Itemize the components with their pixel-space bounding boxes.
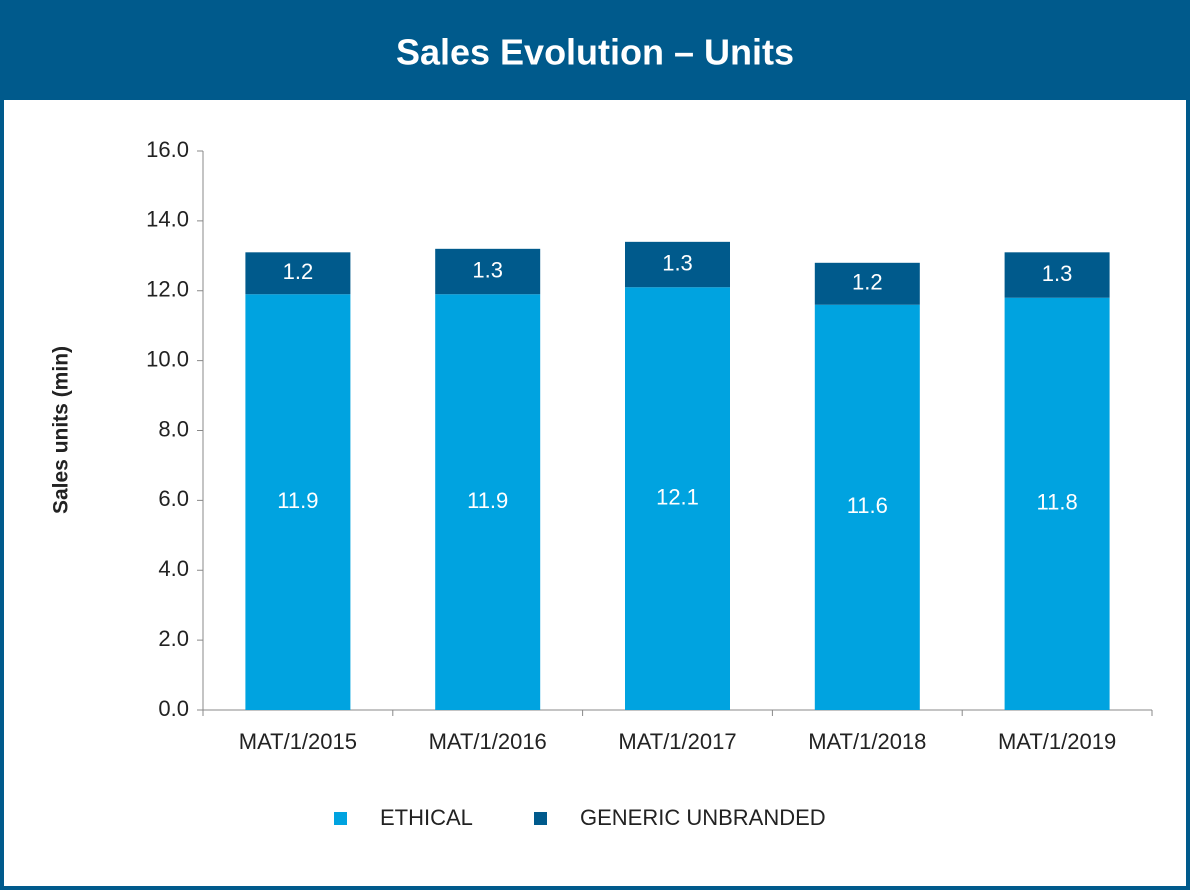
- legend-label: GENERIC UNBRANDED: [580, 805, 826, 830]
- data-label: 11.9: [467, 488, 508, 513]
- bar-segment: [435, 248, 541, 295]
- y-tick-label: 12.0: [146, 277, 189, 302]
- bar-segment: [1004, 297, 1110, 710]
- data-label: 1.2: [852, 270, 883, 295]
- data-label: 11.9: [277, 488, 318, 513]
- data-label: 1.2: [283, 259, 314, 284]
- data-label: 11.8: [1037, 490, 1078, 515]
- header: [0, 0, 1190, 100]
- y-tick-label: 0.0: [158, 696, 189, 721]
- legend-swatch: [534, 812, 547, 825]
- data-label: 1.3: [1042, 261, 1073, 286]
- bar-segment: [625, 241, 730, 288]
- chart-title: Sales Evolution – Units: [396, 32, 794, 73]
- y-tick-label: 6.0: [158, 486, 189, 511]
- bar-segment: [245, 252, 351, 295]
- y-tick-label: 16.0: [146, 137, 189, 162]
- x-tick-label: MAT/1/2019: [998, 729, 1116, 754]
- bar-segment: [1004, 252, 1110, 298]
- bar-segment: [435, 294, 541, 710]
- data-label: 11.6: [847, 493, 888, 518]
- bar-segment: [625, 287, 730, 710]
- data-label: 1.3: [472, 257, 503, 282]
- y-tick-label: 14.0: [146, 207, 189, 232]
- legend-swatch: [334, 812, 347, 825]
- y-axis-label: Sales units (min): [50, 346, 73, 514]
- bar-segment: [814, 262, 920, 305]
- data-label: 12.1: [656, 484, 699, 509]
- y-tick-label: 8.0: [158, 416, 189, 441]
- legend-label: ETHICAL: [380, 805, 473, 830]
- y-tick-label: 4.0: [158, 556, 189, 581]
- y-tick-label: 10.0: [146, 346, 189, 371]
- x-tick-label: MAT/1/2018: [808, 729, 926, 754]
- bar-segment: [814, 304, 920, 710]
- x-tick-label: MAT/1/2016: [429, 729, 547, 754]
- y-tick-label: 2.0: [158, 626, 189, 651]
- x-tick-label: MAT/1/2017: [618, 729, 736, 754]
- bar-segment: [245, 294, 351, 710]
- data-label: 1.3: [662, 250, 693, 275]
- x-tick-label: MAT/1/2015: [239, 729, 357, 754]
